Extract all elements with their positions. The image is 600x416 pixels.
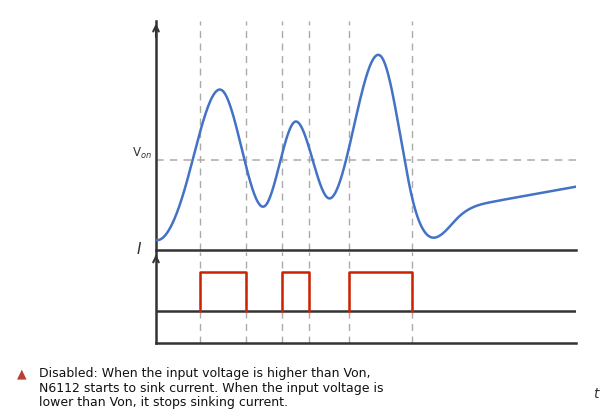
Text: I: I	[137, 243, 142, 258]
Text: N6112 starts to sink current. When the input voltage is: N6112 starts to sink current. When the i…	[39, 382, 383, 395]
Text: ▲: ▲	[17, 367, 26, 380]
Text: lower than Von, it stops sinking current.: lower than Von, it stops sinking current…	[39, 396, 288, 409]
Text: V$_{on}$: V$_{on}$	[132, 146, 152, 161]
Text: Disabled: When the input voltage is higher than Von,: Disabled: When the input voltage is high…	[39, 367, 371, 380]
Text: t: t	[593, 386, 598, 401]
